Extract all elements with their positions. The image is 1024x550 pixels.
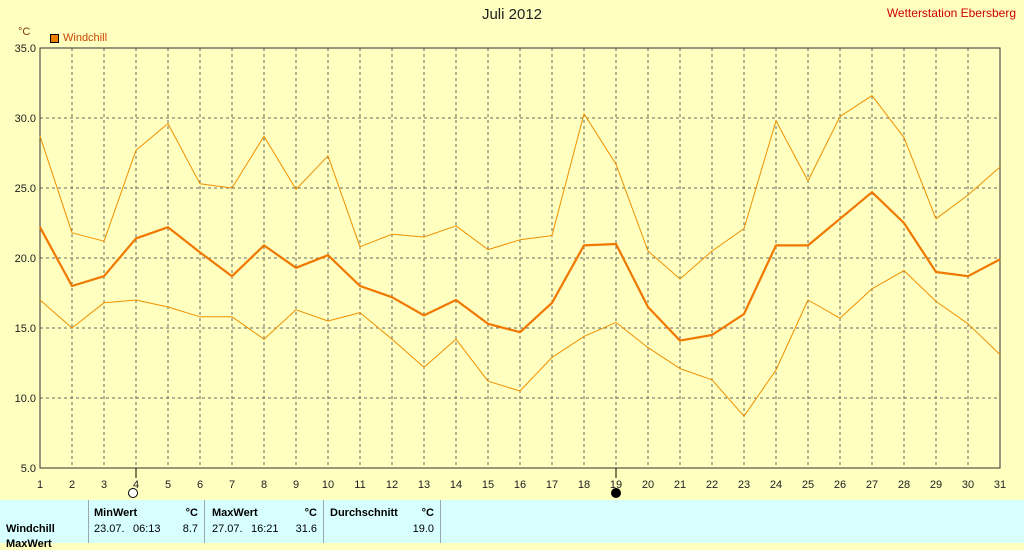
x-tick-label: 30 <box>962 479 974 491</box>
chart-canvas: 5.010.015.020.025.030.035.01 2 3 4 5 6 7 8 9 10 11… <box>15 43 1006 498</box>
max-header: MaxWert <box>212 507 258 519</box>
x-tick-label: 7 <box>229 479 235 491</box>
min-time: 06:13 <box>133 523 161 535</box>
x-tick-label: 10 <box>322 479 334 491</box>
x-tick-label: 23 <box>738 479 750 491</box>
row-label: Windchill <box>6 523 55 535</box>
avg-cell: Durchschnitt °C 19.0 <box>324 500 441 543</box>
x-tick-label: 2 <box>69 479 75 491</box>
row-label-2: MaxWert <box>6 538 52 550</box>
x-tick-label: 25 <box>802 479 814 491</box>
y-tick-label: 15.0 <box>15 323 36 335</box>
y-tick-label: 10.0 <box>15 393 36 405</box>
legend: Windchill <box>50 32 107 44</box>
max-time: 16:21 <box>251 523 279 535</box>
series-line-max <box>39 95 1001 280</box>
chart-title: Juli 2012 <box>481 6 543 23</box>
min-cell: MinWert °C 23.07. 06:13 8.7 <box>89 500 205 543</box>
series-line-min <box>39 270 1001 417</box>
y-axis-unit: °C <box>18 26 31 38</box>
min-date: 23.07. <box>94 523 125 535</box>
x-tick-label: 8 <box>261 479 267 491</box>
x-tick-label: 14 <box>450 479 462 491</box>
y-tick-label: 20.0 <box>15 253 36 265</box>
plot-frame <box>39 47 1001 469</box>
x-tick-label: 19 <box>610 479 622 491</box>
y-tick-label: 5.0 <box>21 463 36 475</box>
new-moon-icon <box>128 488 138 498</box>
y-tick-label: 35.0 <box>15 43 36 55</box>
x-tick-label: 18 <box>578 479 590 491</box>
avg-value: 19.0 <box>412 523 434 535</box>
x-tick-label: 9 <box>293 479 299 491</box>
full-moon-icon <box>611 488 621 498</box>
x-tick-label: 31 <box>994 479 1006 491</box>
x-tick-label: 6 <box>197 479 203 491</box>
x-tick-label: 29 <box>930 479 942 491</box>
x-tick-label: 3 <box>101 479 107 491</box>
legend-label: Windchill <box>63 32 108 44</box>
y-tick-label: 25.0 <box>15 183 36 195</box>
avg-header: Durchschnitt <box>330 507 398 519</box>
x-tick-label: 21 <box>674 479 686 491</box>
x-tick-label: 4 <box>133 479 139 491</box>
x-tick-label: 15 <box>482 479 494 491</box>
max-date: 27.07. <box>212 523 243 535</box>
x-tick-label: 28 <box>898 479 910 491</box>
table-row-header: Windchill MaxWert <box>0 500 89 550</box>
max-unit: °C <box>304 507 317 519</box>
max-cell: MaxWert °C 27.07. 16:21 31.6 <box>205 500 324 543</box>
station-name: Wetterstation Ebersberg <box>886 6 1016 20</box>
min-value: 8.7 <box>182 523 198 535</box>
series-line-mean <box>39 191 1001 342</box>
min-unit: °C <box>185 507 198 519</box>
x-tick-label: 20 <box>642 479 654 491</box>
y-tick-label: 30.0 <box>15 113 36 125</box>
x-tick-label: 1 <box>37 479 43 491</box>
x-tick-label: 12 <box>386 479 398 491</box>
summary-table: Windchill MaxWert MinWert °C 23.07. 06:1… <box>0 500 1024 550</box>
x-tick-label: 27 <box>866 479 878 491</box>
min-header: MinWert <box>94 507 138 519</box>
x-tick-label: 5 <box>165 479 171 491</box>
x-tick-label: 17 <box>546 479 558 491</box>
x-tick-label: 26 <box>834 479 846 491</box>
x-tick-label: 11 <box>354 479 365 491</box>
x-tick-label: 24 <box>770 479 782 491</box>
x-tick-label: 22 <box>706 479 718 491</box>
legend-swatch <box>50 33 59 43</box>
x-tick-label: 13 <box>418 479 430 491</box>
avg-unit: °C <box>421 507 434 519</box>
max-value: 31.6 <box>295 523 317 535</box>
x-tick-label: 16 <box>514 479 526 491</box>
